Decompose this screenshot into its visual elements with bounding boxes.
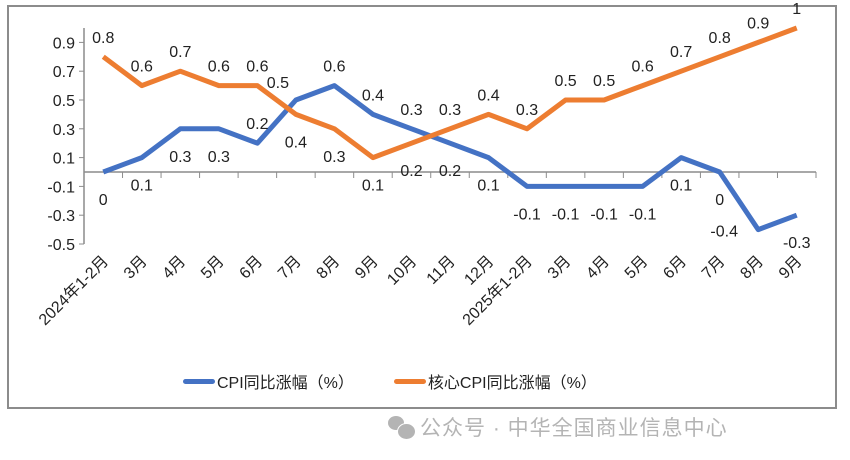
legend-label-cpi: CPI同比涨幅（%） [217, 375, 354, 392]
x-tick-label: 7月 [699, 253, 729, 283]
data-label: 0.2 [439, 163, 461, 180]
data-label: 0.5 [267, 75, 289, 92]
x-tick-label: 8月 [314, 253, 344, 283]
data-label: 0.1 [362, 178, 384, 195]
data-label: 0.7 [670, 44, 692, 61]
data-label: 0.7 [169, 44, 191, 61]
data-label: 0.1 [670, 178, 692, 195]
x-tick-label: 10月 [384, 253, 420, 289]
series-line-cpi [102, 83, 798, 233]
chart-frame [7, 5, 837, 409]
legend-label-core-cpi: 核心CPI同比涨幅（%） [427, 375, 597, 392]
data-label: 0.6 [208, 59, 230, 76]
data-label: 0.3 [516, 102, 538, 119]
data-label: 0.5 [593, 73, 615, 90]
data-label: 1 [792, 1, 801, 18]
legend: CPI同比涨幅（%） 核心CPI同比涨幅（%） [183, 369, 597, 393]
data-label: 0 [715, 192, 724, 209]
y-tick-label: 0.1 [53, 151, 75, 168]
legend-swatch-core-cpi [393, 378, 426, 384]
data-label: 0.4 [477, 87, 499, 104]
data-label: 0.3 [439, 102, 461, 119]
data-label: 0.8 [92, 30, 114, 47]
y-tick-label: -0.3 [47, 208, 75, 225]
data-label: 0.5 [554, 73, 576, 90]
data-label: -0.1 [513, 206, 541, 223]
legend-item-core-cpi: 核心CPI同比涨幅（%） [393, 369, 597, 393]
x-tick-label: 7月 [275, 253, 305, 283]
y-tick-label: 0.9 [53, 35, 75, 52]
x-tick-label: 8月 [737, 253, 767, 283]
x-tick-label: 4月 [160, 253, 190, 283]
x-tick-label: 6月 [660, 253, 690, 283]
data-label: 0.4 [285, 134, 307, 151]
data-label: 0.2 [400, 163, 422, 180]
x-tick-label: 5月 [622, 253, 652, 283]
x-tick-label: 3月 [545, 253, 575, 283]
data-label: 0.2 [246, 116, 268, 133]
data-label: -0.4 [710, 224, 738, 241]
data-label: 0.8 [709, 30, 731, 47]
data-label: 0.3 [169, 149, 191, 166]
data-label: 0.4 [362, 87, 384, 104]
data-label: 0.3 [323, 149, 345, 166]
data-label: 0.3 [208, 149, 230, 166]
legend-swatch-cpi [183, 378, 215, 384]
data-label: 0.3 [400, 102, 422, 119]
x-tick-label: 9月 [352, 253, 382, 283]
data-label: 0.6 [632, 59, 654, 76]
x-tick-label: 3月 [121, 253, 151, 283]
data-label: 0.1 [131, 178, 153, 195]
watermark: 公众号 · 中华全国商业信息中心 [388, 412, 728, 442]
y-tick-label: 0.3 [53, 122, 75, 139]
data-label: 0.6 [323, 59, 345, 76]
y-tick-label: -0.5 [47, 237, 75, 254]
data-label: -0.1 [552, 206, 580, 223]
series-line-core-cpi [101, 25, 798, 161]
x-tick-label: 4月 [583, 253, 613, 283]
data-label: -0.1 [590, 206, 618, 223]
y-tick-label: -0.1 [47, 179, 75, 196]
wechat-icon [388, 416, 416, 440]
data-label: -0.1 [629, 206, 657, 223]
data-label: -0.3 [783, 235, 811, 252]
y-tick-label: 0.5 [53, 93, 75, 110]
x-tick-label: 11月 [424, 253, 459, 288]
data-label: 0.1 [477, 178, 499, 195]
x-tick-label: 6月 [237, 253, 267, 283]
data-label: 0.6 [131, 59, 153, 76]
data-label: 0.9 [747, 15, 769, 32]
watermark-text: 公众号 · 中华全国商业信息中心 [420, 417, 728, 440]
x-tick-label: 2024年1-2月 [35, 252, 112, 329]
legend-item-cpi: CPI同比涨幅（%） [183, 369, 354, 393]
data-label: 0.6 [246, 59, 268, 76]
x-tick-label: 9月 [776, 253, 806, 283]
y-tick-label: 0.7 [53, 64, 75, 81]
x-tick-label: 2025年1-2月 [459, 252, 536, 329]
x-tick-label: 5月 [198, 253, 228, 283]
data-label: 0 [99, 192, 108, 209]
